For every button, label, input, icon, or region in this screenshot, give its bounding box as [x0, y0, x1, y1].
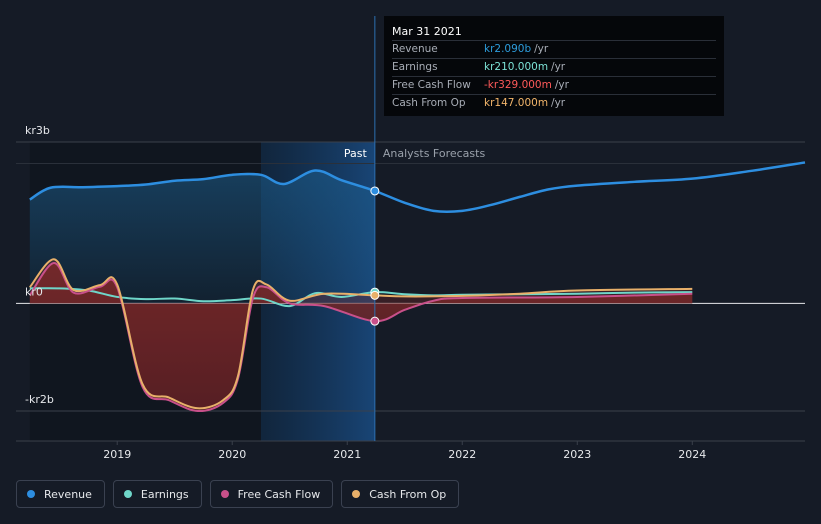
tooltip-value: kr2.090b — [484, 43, 532, 55]
y-tick-label: kr3b — [25, 124, 50, 137]
tooltip-label: Revenue — [392, 43, 438, 55]
legend-item-earnings[interactable]: Earnings — [112, 480, 202, 508]
tooltip-value: -kr329.000m — [484, 79, 552, 91]
y-axis-labels: kr3b kr0 -kr2b — [25, 124, 54, 406]
legend-item-cash-from-op[interactable]: Cash From Op — [341, 480, 460, 508]
x-tick-label: 2023 — [563, 448, 591, 461]
cash-from-op-dot — [370, 290, 380, 300]
y-tick-label: -kr2b — [25, 393, 54, 406]
tooltip-unit: /yr — [551, 97, 566, 109]
y-tick-label: kr0 — [25, 285, 43, 298]
dot-icon — [220, 490, 229, 498]
legend-label: Revenue — [44, 487, 92, 501]
tooltip-unit: /yr — [534, 43, 549, 55]
revenue-area — [29, 170, 375, 304]
free-cash-flow-dot — [370, 316, 380, 326]
x-tick-label: 2022 — [448, 448, 476, 461]
dot-icon — [352, 490, 361, 498]
tooltip-unit: /yr — [551, 61, 566, 73]
cursor-dots — [370, 186, 380, 326]
tooltip-row-free-cash-flow: Free Cash Flow -kr329.000m /yr — [392, 76, 716, 94]
tooltip-unit: /yr — [554, 79, 569, 91]
x-tick-label: 2020 — [218, 448, 246, 461]
legend: Revenue Earnings Free Cash Flow Cash Fro… — [16, 480, 460, 508]
x-tick-label: 2021 — [333, 448, 361, 461]
legend-label: Free Cash Flow — [237, 487, 321, 501]
x-axis-labels: 2019 2020 2021 2022 2023 2024 — [103, 441, 706, 461]
x-tick-label: 2019 — [103, 448, 131, 461]
dot-icon — [27, 490, 35, 498]
past-label: Past — [344, 147, 368, 160]
series-lines — [28, 161, 806, 413]
tooltip-label: Earnings — [392, 61, 438, 73]
legend-label: Cash From Op — [369, 487, 447, 501]
dot-icon — [123, 490, 132, 498]
legend-item-revenue[interactable]: Revenue — [16, 480, 105, 508]
tooltip: Mar 31 2021 Revenue kr2.090b /yr Earning… — [384, 16, 724, 116]
tooltip-row-revenue: Revenue kr2.090b /yr — [392, 40, 716, 58]
revenue-line — [29, 161, 806, 213]
cash-from-op-line — [29, 258, 693, 410]
tooltip-value: kr147.000m — [484, 97, 549, 109]
revenue-dot — [370, 186, 380, 196]
x-tick-label: 2024 — [678, 448, 706, 461]
free-cash-flow-area — [29, 263, 693, 412]
tooltip-label: Cash From Op — [392, 97, 466, 109]
tooltip-row-earnings: Earnings kr210.000m /yr — [392, 58, 716, 76]
forecast-label: Analysts Forecasts — [383, 147, 486, 160]
legend-label: Earnings — [140, 487, 189, 501]
legend-item-free-cash-flow[interactable]: Free Cash Flow — [209, 480, 334, 508]
tooltip-label: Free Cash Flow — [392, 79, 471, 91]
tooltip-row-cash-from-op: Cash From Op kr147.000m /yr — [392, 94, 716, 112]
tooltip-value: kr210.000m — [484, 61, 549, 73]
tooltip-date: Mar 31 2021 — [392, 25, 462, 38]
